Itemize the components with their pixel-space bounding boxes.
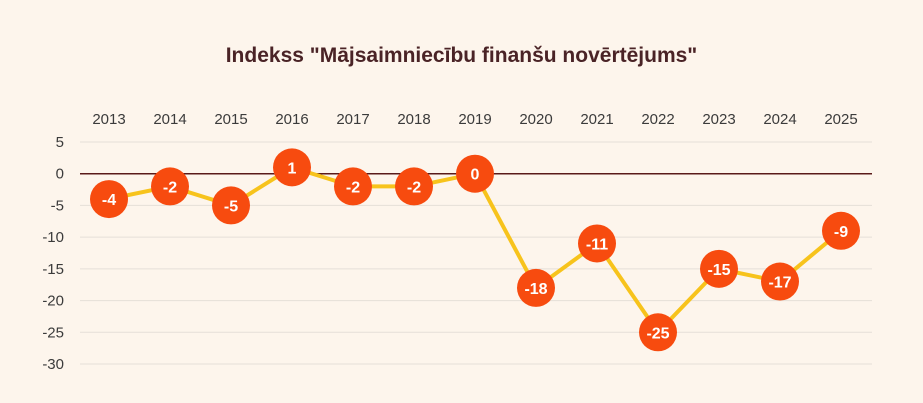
chart-title: Indekss "Mājsaimniecību finanšu novērtēj… xyxy=(225,44,698,67)
y-tick-label: -20 xyxy=(42,293,64,310)
y-tick-label: -5 xyxy=(51,197,64,214)
data-label: -2 xyxy=(163,179,177,196)
y-tick-label: -10 xyxy=(42,229,64,246)
y-tick-label: 0 xyxy=(56,166,64,183)
data-label: -25 xyxy=(646,325,669,342)
data-label: 0 xyxy=(471,167,480,184)
data-point xyxy=(761,262,799,301)
data-label: -17 xyxy=(768,275,791,292)
data-label: -9 xyxy=(834,224,848,241)
data-label: -11 xyxy=(586,236,608,253)
data-point xyxy=(212,186,250,225)
x-tick-label: 2022 xyxy=(641,111,674,128)
x-tick-label: 2016 xyxy=(275,111,308,128)
data-label: -18 xyxy=(524,281,547,298)
data-point xyxy=(334,167,372,206)
x-tick-label: 2023 xyxy=(702,111,735,128)
y-tick-label: -15 xyxy=(42,261,64,278)
x-tick-label: 2017 xyxy=(336,111,369,128)
y-tick-label: 5 xyxy=(56,134,64,151)
x-tick-label: 2014 xyxy=(153,111,186,128)
x-tick-label: 2019 xyxy=(458,111,491,128)
data-label: -5 xyxy=(224,198,238,215)
data-point xyxy=(273,148,311,187)
x-tick-label: 2021 xyxy=(580,111,613,128)
data-label: -15 xyxy=(707,262,730,279)
data-point xyxy=(395,167,433,206)
data-label: -2 xyxy=(346,179,360,196)
data-label: 1 xyxy=(288,160,297,177)
x-tick-label: 2013 xyxy=(92,111,125,128)
x-tick-label: 2018 xyxy=(397,111,430,128)
data-point xyxy=(639,313,677,352)
x-tick-label: 2025 xyxy=(824,111,857,128)
x-tick-label: 2015 xyxy=(214,111,247,128)
x-tick-label: 2024 xyxy=(763,111,796,128)
data-point xyxy=(517,268,555,307)
y-tick-label: -25 xyxy=(42,324,64,341)
data-point xyxy=(151,167,189,206)
x-tick-label: 2020 xyxy=(519,111,552,128)
data-point xyxy=(700,249,738,288)
y-tick-label: -30 xyxy=(42,356,64,373)
data-point xyxy=(90,180,128,219)
data-point xyxy=(822,211,860,250)
data-label: -4 xyxy=(102,192,116,209)
data-point xyxy=(578,224,616,263)
data-point xyxy=(456,154,494,193)
data-label: -2 xyxy=(407,179,421,196)
